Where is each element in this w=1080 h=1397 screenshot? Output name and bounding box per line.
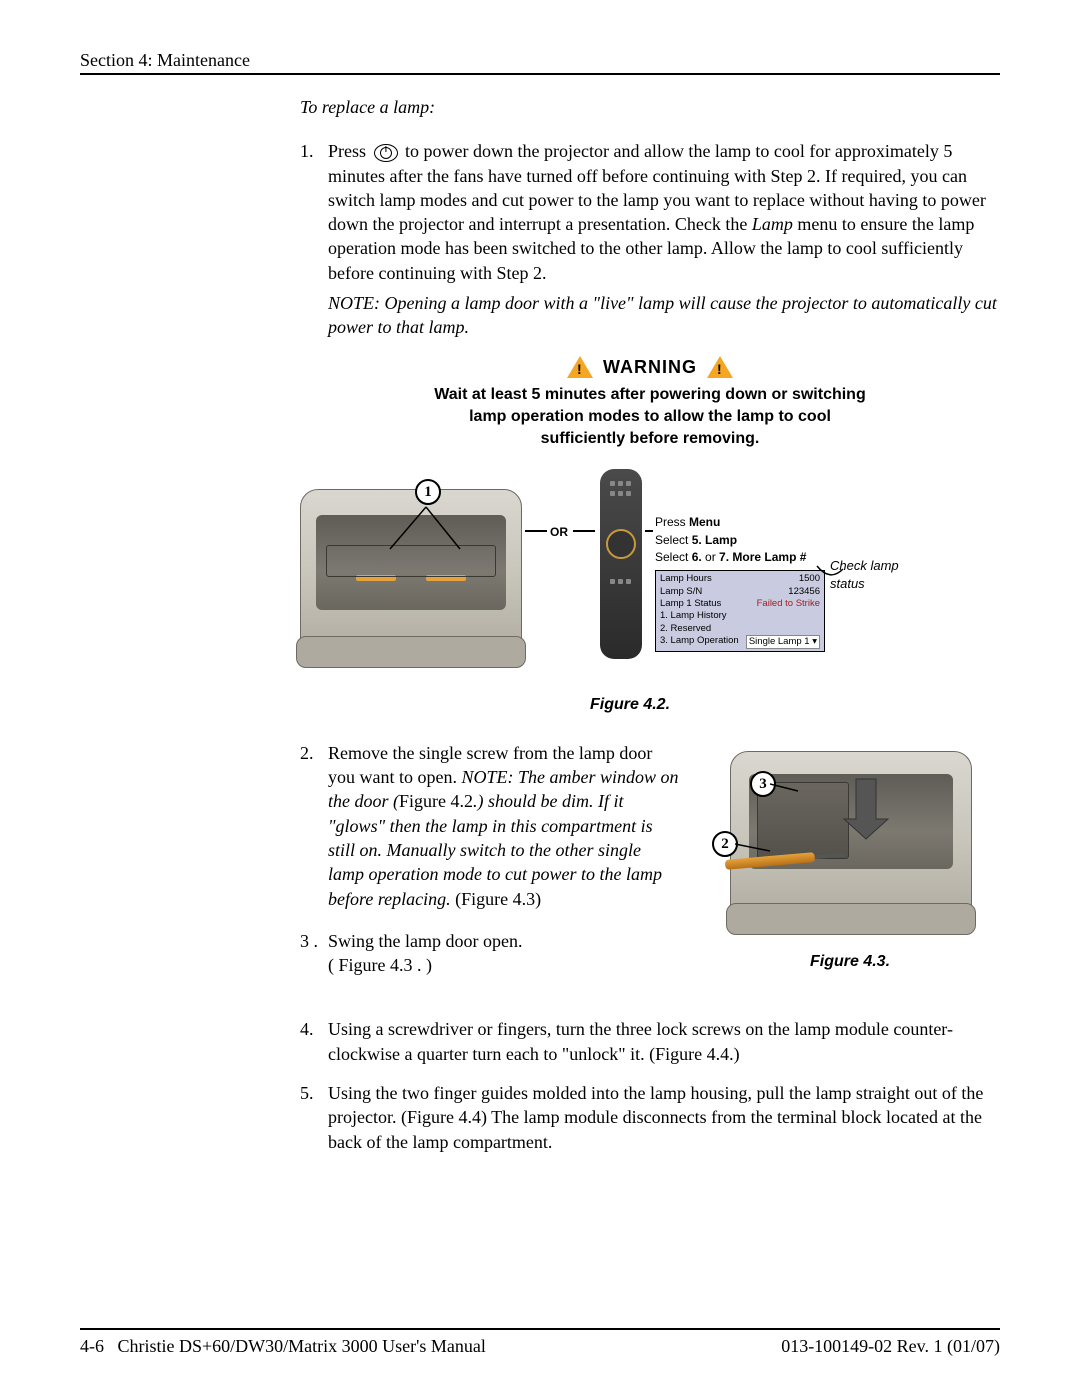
remote-button-icon	[626, 579, 631, 584]
submenu-row: 3. Lamp OperationSingle Lamp 1 ▾	[660, 635, 820, 649]
remote-button-icon	[618, 481, 623, 486]
lamp-word: Lamp	[752, 214, 793, 234]
step-1: 1. Press to power down the projector and…	[300, 139, 1000, 339]
submenu-row: Lamp Hours1500	[660, 573, 820, 585]
lamp-submenu: Lamp Hours1500 Lamp S/N123456 Lamp 1 Sta…	[655, 570, 825, 652]
remote-button-icon	[618, 491, 623, 496]
warning-line3: sufficiently before removing.	[300, 428, 1000, 450]
warning-triangle-icon	[567, 356, 593, 378]
remote-button-icon	[610, 491, 615, 496]
warning-line2: lamp operation modes to allow the lamp t…	[300, 406, 1000, 428]
remote-button-icon	[626, 491, 631, 496]
remote-button-icon	[618, 579, 623, 584]
s3-text: Swing the lamp door open.	[328, 931, 522, 951]
step-number: 3 .	[300, 929, 328, 978]
s1-pre: Press	[328, 141, 371, 161]
manual-page: Section 4: Maintenance To replace a lamp…	[0, 0, 1080, 1397]
menu-line-1: Press Menu	[655, 514, 825, 531]
menu-line-3: Select 6. or 7. More Lamp #	[655, 549, 825, 566]
footer-left: 4-6 Christie DS+60/DW30/Matrix 3000 User…	[80, 1336, 486, 1357]
check-lamp-label: Check lamp status	[830, 557, 920, 592]
or-label: OR	[550, 524, 568, 540]
steps-2-3-text: 2. Remove the single screw from the lamp…	[300, 741, 680, 993]
remote-center-button	[606, 529, 636, 559]
remote-button-icon	[610, 579, 615, 584]
figure-4-2: 1 OR	[300, 469, 920, 684]
step-body: Using the two finger guides molded into …	[328, 1081, 1000, 1154]
menu-line-2: Select 5. Lamp	[655, 532, 825, 549]
content-column: To replace a lamp: 1. Press to power dow…	[300, 95, 1000, 1154]
callout-line	[770, 779, 800, 799]
step-number: 1.	[300, 139, 328, 339]
figure-4-3-wrap: 3 2 Figure 4.3.	[700, 741, 1000, 973]
submenu-row: 2. Reserved	[660, 623, 820, 635]
intro-heading: To replace a lamp:	[300, 95, 1000, 119]
callout-line	[735, 836, 775, 856]
or-line	[525, 530, 547, 532]
warning-header: WARNING	[567, 355, 733, 379]
figure-4-3-caption: Figure 4.3.	[700, 951, 1000, 973]
s3-ref: ( Figure 4.3 . )	[328, 955, 432, 975]
submenu-row: Lamp S/N123456	[660, 586, 820, 598]
step-number: 2.	[300, 741, 328, 911]
callout-lines	[360, 499, 480, 559]
step-number: 4.	[300, 1017, 328, 1066]
projector-base	[296, 636, 526, 668]
submenu-row: Lamp 1 StatusFailed to Strike	[660, 598, 820, 610]
s2-figref1: Figure 4.2	[399, 791, 473, 811]
step-4: 4. Using a screwdriver or fingers, turn …	[300, 1017, 1000, 1066]
step-5: 5. Using the two finger guides molded in…	[300, 1081, 1000, 1154]
warning-label: WARNING	[603, 355, 697, 379]
section-header: Section 4: Maintenance	[80, 50, 1000, 75]
step-body: Remove the single screw from the lamp do…	[328, 741, 680, 911]
step-body: Swing the lamp door open. ( Figure 4.3 .…	[328, 929, 680, 978]
menu-instructions: Press Menu Select 5. Lamp Select 6. or 7…	[655, 514, 825, 652]
submenu-row: 1. Lamp History	[660, 610, 820, 622]
footer-right: 013-100149-02 Rev. 1 (01/07)	[781, 1336, 1000, 1357]
warning-block: WARNING Wait at least 5 minutes after po…	[300, 355, 1000, 450]
figure-4-3: 3 2	[700, 741, 990, 951]
step-2: 2. Remove the single screw from the lamp…	[300, 741, 680, 911]
menu-line	[645, 530, 653, 532]
page-number: 4-6	[80, 1336, 104, 1356]
s2-figref2: (Figure 4.3)	[455, 889, 541, 909]
step-body: Using a screwdriver or fingers, turn the…	[328, 1017, 1000, 1066]
warning-triangle-icon	[707, 356, 733, 378]
warning-line1: Wait at least 5 minutes after powering d…	[300, 384, 1000, 406]
step-body: Press to power down the projector and al…	[328, 139, 1000, 339]
step-3: 3 . Swing the lamp door open. ( Figure 4…	[300, 929, 680, 978]
steps-2-3-group: 2. Remove the single screw from the lamp…	[300, 741, 1000, 993]
s1-note: NOTE: Opening a lamp door with a "live" …	[328, 291, 1000, 340]
remote-button-icon	[610, 481, 615, 486]
figure-4-2-caption: Figure 4.2.	[260, 694, 1000, 716]
page-footer: 4-6 Christie DS+60/DW30/Matrix 3000 User…	[80, 1328, 1000, 1357]
remote-illustration	[600, 469, 642, 659]
or-line	[573, 530, 595, 532]
remote-button-icon	[626, 481, 631, 486]
manual-title: Christie DS+60/DW30/Matrix 3000 User's M…	[118, 1336, 486, 1356]
projector-base	[726, 903, 976, 935]
swing-arrow-icon	[836, 774, 896, 844]
step-number: 5.	[300, 1081, 328, 1154]
power-icon	[374, 144, 398, 162]
